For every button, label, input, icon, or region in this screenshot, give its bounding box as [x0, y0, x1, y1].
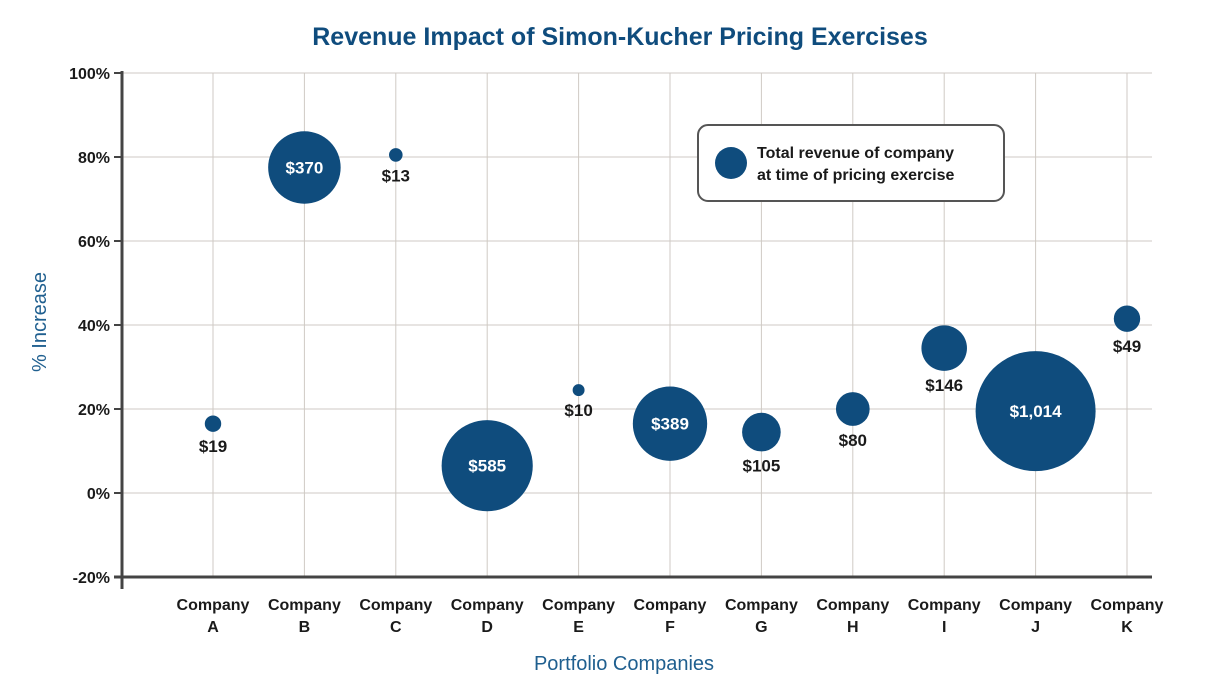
bubble — [921, 325, 967, 371]
bubble — [835, 392, 870, 426]
bubble-labels: $19 $370 $13 $585 $10 $389 $105 $80 $146 $1,014 $4… — [199, 159, 1141, 476]
x-category-label-line2: A — [207, 619, 219, 636]
chart-title: Revenue Impact of Simon-Kucher Pricing E… — [312, 23, 927, 51]
x-category-label-line1: Company — [634, 597, 707, 614]
y-tick-labels: -20% 0% 20% 40% 60% 80% 100% — [69, 66, 110, 587]
bubble — [268, 131, 341, 204]
y-tick-label: 60% — [78, 234, 110, 251]
bubble-value-label: $80 — [839, 431, 867, 450]
bubble — [389, 148, 403, 162]
x-category-label-line2: G — [755, 619, 767, 636]
axes — [114, 71, 1152, 589]
x-category-label-line1: Company — [725, 597, 798, 614]
bubbles — [204, 131, 1141, 512]
y-tick-label: 80% — [78, 150, 110, 167]
bubble — [742, 412, 781, 452]
x-category-label-line1: Company — [542, 597, 615, 614]
x-category-label-line2: D — [481, 619, 493, 636]
bubble — [632, 386, 708, 461]
x-category-label-line2: F — [665, 619, 675, 636]
x-category-label-line1: Company — [816, 597, 889, 614]
y-tick-label: 0% — [87, 486, 110, 503]
bubble — [572, 384, 585, 397]
bubble-value-label: $19 — [199, 437, 227, 456]
bubble-value-label: $49 — [1113, 337, 1141, 356]
bubble-value-label: $370 — [285, 159, 323, 178]
y-axis-title: % Increase — [29, 272, 51, 372]
bubble-value-label: $10 — [564, 401, 592, 420]
x-category-label-line2: H — [847, 619, 859, 636]
x-category-label-line1: Company — [999, 597, 1072, 614]
y-tick-label: -20% — [73, 570, 110, 587]
x-category-label-line1: Company — [908, 597, 981, 614]
x-category-label-line2: B — [299, 619, 311, 636]
y-tick-label: 40% — [78, 318, 110, 335]
legend-label-line1: Total revenue of company — [757, 145, 954, 162]
x-category-label-line2: I — [942, 619, 946, 636]
bubble — [204, 415, 222, 432]
legend: Total revenue of company at time of pric… — [697, 124, 1005, 202]
bubble — [441, 420, 533, 512]
bubble-value-label: $13 — [382, 167, 410, 186]
grid — [122, 72, 1152, 577]
bubble-value-label: $1,014 — [1010, 402, 1063, 421]
legend-label-line2: at time of pricing exercise — [757, 167, 955, 184]
x-category-labels: Company A Company B Company C Company D Company E… — [177, 597, 1164, 636]
bubble-value-label: $105 — [742, 456, 780, 475]
y-tick-label: 20% — [78, 402, 110, 419]
legend-box — [697, 124, 1005, 202]
x-category-label-line1: Company — [451, 597, 524, 614]
x-category-label-line1: Company — [359, 597, 432, 614]
bubble-value-label: $146 — [925, 376, 963, 395]
x-category-label-line1: Company — [1091, 597, 1164, 614]
x-category-label-line2: C — [390, 619, 402, 636]
bubble — [1113, 305, 1141, 332]
bubble-value-label: $389 — [651, 415, 689, 434]
x-axis-title: Portfolio Companies — [534, 653, 714, 675]
bubble — [975, 351, 1096, 472]
x-category-label-line2: K — [1121, 619, 1133, 636]
y-tick-label: 100% — [69, 66, 110, 83]
legend-bubble-swatch — [715, 147, 747, 179]
x-category-label-line2: E — [573, 619, 584, 636]
x-category-label-line1: Company — [177, 597, 250, 614]
x-category-label-line1: Company — [268, 597, 341, 614]
bubble-value-label: $585 — [468, 457, 506, 476]
x-category-label-line2: J — [1031, 619, 1040, 636]
